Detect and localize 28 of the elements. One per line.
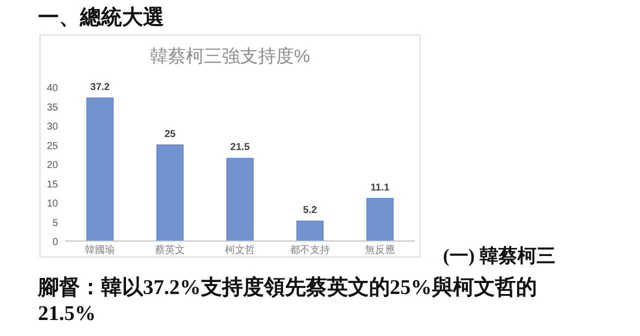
text: 一、總統大選 <box>38 4 165 30</box>
x-tick-label: 無反應 <box>365 244 395 256</box>
data-label: 21.5 <box>230 142 250 154</box>
data-label: 37.2 <box>90 82 110 93</box>
data-label: 11.1 <box>370 182 390 194</box>
text: 腳督：韓以37.2%支持度領先蔡英文的25%與柯文哲的21.5% <box>38 274 538 326</box>
y-tick-label: 25 <box>46 140 58 152</box>
bar <box>296 220 324 242</box>
y-tick-label: 15 <box>46 179 58 190</box>
bar <box>156 144 184 242</box>
x-tick-label: 韓國瑜 <box>85 244 115 256</box>
bar <box>86 97 114 242</box>
bar <box>226 158 254 242</box>
y-tick-label: 40 <box>46 83 58 94</box>
y-tick-label: 5 <box>52 218 58 229</box>
y-tick-label: 35 <box>46 102 58 114</box>
y-tick-label: 10 <box>46 198 58 210</box>
y-tick-label: 0 <box>52 237 58 248</box>
data-label: 5.2 <box>303 204 318 216</box>
chart-title: 韓蔡柯三強支持度% <box>150 46 310 66</box>
x-tick-label: 蔡英文 <box>155 244 185 256</box>
y-tick-label: 20 <box>46 160 58 171</box>
text: (一) 韓蔡柯三 <box>443 245 556 269</box>
data-label: 25 <box>164 128 176 140</box>
x-tick-label: 都不支持 <box>290 244 330 256</box>
y-tick-label: 30 <box>46 122 58 132</box>
bar <box>366 198 394 242</box>
x-tick-label: 柯文哲 <box>225 244 255 256</box>
